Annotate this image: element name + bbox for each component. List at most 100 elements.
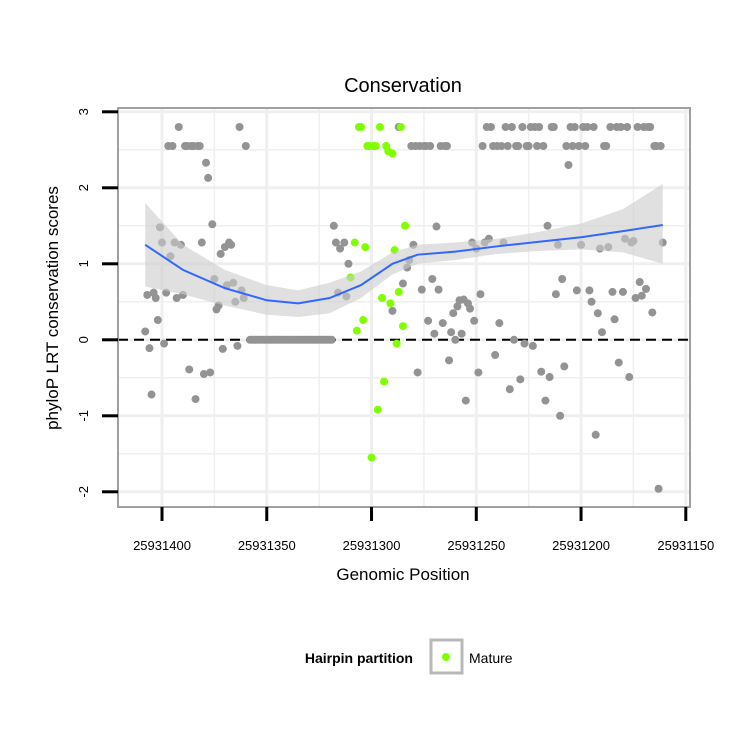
data-point — [581, 142, 590, 150]
data-point — [593, 309, 602, 318]
data-point — [147, 390, 156, 399]
data-point — [623, 123, 632, 131]
data-point — [388, 306, 397, 315]
data-point — [642, 284, 650, 293]
mature-point — [375, 123, 384, 131]
data-point — [449, 309, 458, 318]
mature-point — [361, 243, 370, 252]
x-tick-label: 25931250 — [447, 538, 505, 553]
data-point — [160, 339, 169, 348]
data-point — [197, 238, 206, 247]
y-tick-label: -1 — [76, 410, 91, 422]
data-point — [340, 238, 349, 247]
data-point — [218, 344, 227, 353]
y-tick-label: 1 — [76, 260, 91, 267]
data-point — [558, 275, 567, 283]
data-point — [648, 308, 657, 317]
legend-key-mature-point — [442, 653, 450, 661]
x-axis-title: Genomic Position — [336, 565, 469, 584]
data-point — [497, 142, 506, 150]
data-point — [510, 335, 518, 344]
data-point — [233, 341, 242, 350]
mature-point — [401, 221, 410, 230]
data-point — [466, 304, 474, 313]
data-point — [153, 316, 162, 325]
x-tick-label: 25931300 — [343, 538, 401, 553]
data-point — [336, 244, 345, 253]
data-point — [168, 142, 177, 150]
data-point — [434, 285, 443, 294]
mature-point — [398, 322, 407, 331]
panel-border — [117, 107, 691, 508]
data-point — [191, 395, 200, 404]
data-point — [556, 411, 565, 420]
data-point — [227, 240, 236, 249]
data-point — [568, 142, 577, 150]
mature-point — [359, 316, 368, 325]
data-point — [430, 329, 439, 338]
data-point — [618, 287, 627, 296]
legend-label-mature: Mature — [469, 650, 513, 666]
data-point — [602, 142, 611, 150]
data-point — [195, 142, 204, 150]
data-point — [528, 341, 537, 350]
mature-point — [378, 294, 386, 302]
data-point — [654, 484, 663, 493]
chart-title: Conservation — [344, 75, 462, 97]
x-tick-label: 25931150 — [657, 538, 714, 553]
data-point — [141, 327, 150, 336]
data-point — [503, 142, 512, 150]
data-point — [143, 290, 152, 299]
y-tick-label: 0 — [76, 336, 91, 343]
panel-background — [118, 108, 690, 507]
data-point — [185, 365, 194, 374]
data-point — [470, 316, 479, 325]
data-point — [631, 294, 640, 302]
mature-point — [396, 123, 405, 131]
mature-point — [386, 299, 395, 308]
data-point — [598, 328, 606, 337]
x-tick-label: 25931200 — [552, 538, 610, 553]
y-tick-label: 2 — [76, 184, 91, 191]
data-point — [486, 123, 495, 131]
data-point — [241, 142, 250, 150]
data-point — [438, 319, 447, 328]
data-point — [535, 123, 544, 131]
data-point — [457, 329, 466, 338]
legend: Hairpin partition Mature — [305, 638, 513, 675]
data-point — [572, 286, 581, 295]
data-point — [587, 297, 596, 306]
data-point — [208, 220, 217, 229]
data-point — [516, 375, 525, 384]
data-point — [398, 279, 407, 288]
mature-point — [373, 405, 382, 414]
mature-point — [388, 149, 397, 158]
data-point — [539, 142, 548, 150]
data-point — [614, 358, 623, 367]
x-tick-label: 25931350 — [238, 538, 296, 553]
data-point — [445, 356, 454, 365]
data-point — [591, 430, 600, 439]
data-point — [432, 222, 441, 231]
data-point — [637, 291, 646, 300]
mature-point — [357, 123, 366, 131]
data-point — [451, 335, 460, 344]
mature-point — [371, 142, 380, 150]
mature-point — [367, 453, 376, 462]
data-point — [426, 142, 435, 150]
data-point — [633, 123, 642, 131]
data-point — [608, 287, 617, 296]
data-point — [495, 319, 504, 328]
data-point — [583, 123, 592, 131]
mature-point — [380, 377, 389, 386]
data-point — [491, 351, 500, 359]
data-point — [501, 123, 510, 131]
data-point — [562, 142, 571, 150]
data-point — [625, 373, 634, 382]
data-point — [235, 123, 244, 131]
x-tick-label: 25931400 — [133, 538, 191, 553]
data-point — [206, 368, 215, 377]
data-point — [514, 142, 523, 150]
data-point — [537, 367, 546, 376]
data-point — [461, 396, 470, 405]
